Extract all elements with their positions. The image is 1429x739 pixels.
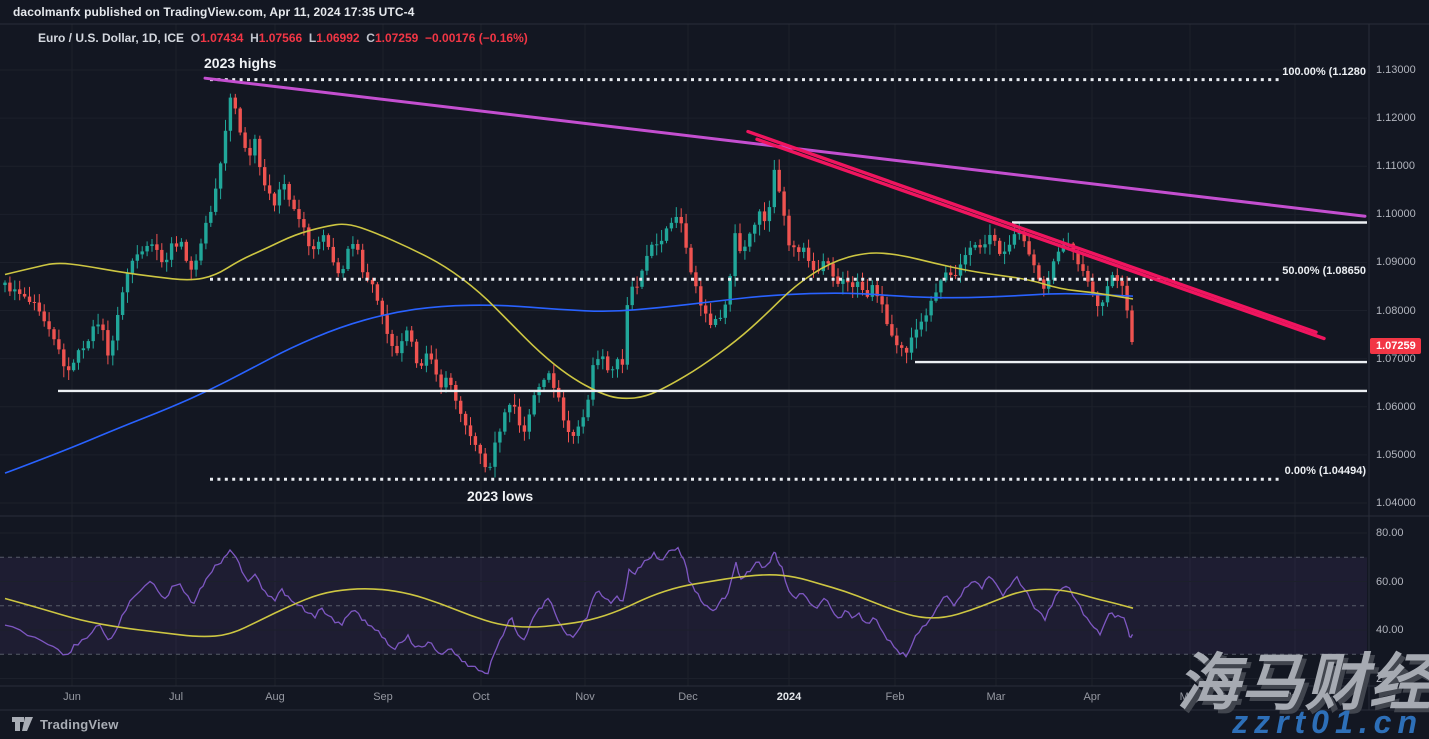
fib-retracement-lines[interactable] (210, 78, 1283, 481)
time-axis-label-aug: Aug (265, 691, 285, 703)
publish-header: dacolmanfx published on TradingView.com,… (13, 5, 415, 19)
price-axis-label: 1.13000 (1376, 64, 1416, 76)
close-label: C (366, 31, 375, 45)
tradingview-brand-text: TradingView (40, 716, 119, 732)
open-label: O (190, 31, 201, 45)
symbol-title[interactable]: Euro / U.S. Dollar, 1D, ICE (38, 31, 185, 45)
time-axis-label-oct: Oct (472, 691, 490, 703)
price-axis-label: 1.10000 (1376, 208, 1416, 221)
time-axis-label-nov: Nov (575, 691, 595, 703)
channel-pink-line-2[interactable] (755, 137, 1326, 341)
time-axis-label-dec: Dec (678, 691, 698, 703)
watermark-chinese: 海马财经 (1176, 649, 1429, 718)
open-value: 1.07434 (200, 31, 244, 45)
tradingview-mark-icon (12, 717, 33, 731)
fib-level-label-50: 50.00% (1.08650 (1282, 265, 1366, 278)
high-value: 1.07566 (258, 31, 303, 45)
symbol-legend: Euro / U.S. Dollar, 1D, ICE O1.07434 H1.… (38, 31, 528, 45)
rsi-axis-label: 60.00 (1376, 575, 1404, 588)
rsi-axis-label: 40.00 (1376, 624, 1404, 636)
watermark-site: zzrt01.cn (1232, 704, 1423, 739)
grid-lines (0, 24, 1367, 686)
low-label: L (308, 31, 317, 45)
price-axis-label: 1.12000 (1376, 112, 1416, 125)
time-axis-label-jun: Jun (1286, 691, 1304, 703)
rsi-pane (0, 532, 1367, 679)
time-axis-label-feb: Feb (885, 691, 905, 703)
fib-level-label-100: 100.00% (1.1280 (1282, 65, 1366, 78)
rsi-axis-label: 80.00 (1376, 527, 1404, 539)
time-axis-label-2024: 2024 (776, 691, 802, 703)
price-axis-label: 1.06000 (1376, 400, 1416, 413)
price-axis-label: 1.09000 (1376, 256, 1416, 269)
high-label: H (250, 31, 259, 45)
time-axis-label-sep: Sep (373, 691, 393, 703)
price-axis-label: 1.05000 (1376, 448, 1416, 461)
trendline-magenta[interactable] (203, 76, 1367, 218)
pane-separators (0, 23, 1429, 711)
tradingview-logo[interactable]: TradingView (12, 716, 119, 732)
ma-line-yellow[interactable] (4, 223, 1134, 400)
last-price-badge: 1.07259 (1370, 338, 1421, 354)
price-axis-label: 1.08000 (1376, 304, 1416, 317)
change-value: −0.00176 (−0.16%) (425, 31, 528, 45)
time-axis-label-may: May (1179, 691, 1201, 703)
ma-line-blue[interactable] (4, 292, 1134, 474)
time-axis-label-mar: Mar (986, 691, 1006, 703)
close-value: 1.07259 (374, 31, 419, 45)
rsi-ma-line[interactable] (4, 574, 1134, 638)
annotation-2023-lows[interactable]: 2023 lows (467, 488, 534, 504)
channel-pink-line-1[interactable] (746, 129, 1318, 334)
price-axis-label: 1.07000 (1376, 352, 1416, 365)
time-axis-label-jul: Jul (168, 691, 184, 703)
time-axis-label-apr: Apr (1083, 691, 1101, 703)
rsi-line[interactable] (4, 546, 1134, 675)
price-axis-label: 1.04000 (1376, 497, 1416, 509)
annotation-2023-highs[interactable]: 2023 highs (204, 55, 277, 71)
low-value: 1.06992 (316, 31, 360, 45)
rsi-axis-label: 20.00 (1376, 672, 1404, 685)
horizontal-level-lines[interactable] (58, 221, 1367, 393)
fib-level-label-0: 0.00% (1.04494) (1284, 465, 1366, 478)
time-axis-label-jun: Jun (63, 691, 81, 703)
price-axis-label: 1.11000 (1376, 160, 1415, 173)
candlestick-series (3, 93, 1134, 478)
